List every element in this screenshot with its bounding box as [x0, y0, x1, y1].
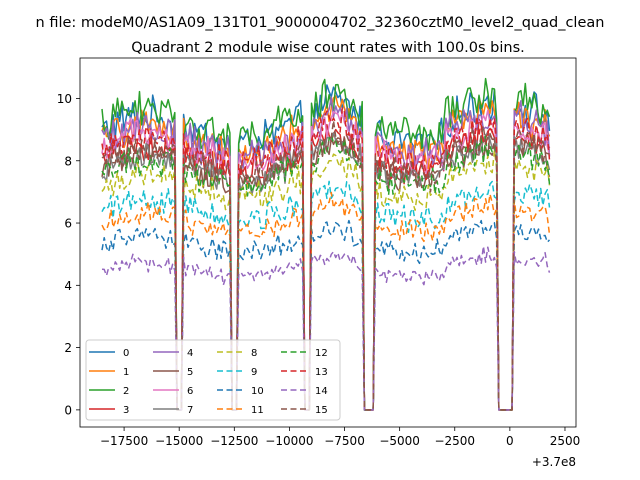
x-tick-label: 2500 [550, 434, 581, 448]
legend-label: 0 [123, 348, 129, 359]
x-tick-label: −5000 [379, 434, 420, 448]
legend-label: 8 [251, 348, 257, 359]
y-tick-label: 6 [64, 217, 72, 231]
legend-label: 3 [123, 405, 129, 416]
series-line-8 [101, 149, 551, 411]
x-tick-label: −12500 [210, 434, 258, 448]
legend-label: 2 [123, 386, 129, 397]
y-tick-label: 4 [64, 279, 72, 293]
y-tick-label: 0 [64, 403, 72, 417]
x-tick-label: −7500 [324, 434, 365, 448]
chart-title: Quadrant 2 module wise count rates with … [131, 40, 525, 56]
legend-label: 10 [251, 386, 264, 397]
x-tick-label: −10000 [265, 434, 313, 448]
x-tick-label: 0 [506, 434, 514, 448]
x-axis: −17500 −15000 −12500 −10000 −7500 −5000 −2500 0… [100, 427, 580, 448]
legend-label: 12 [315, 348, 328, 359]
legend-label: 13 [315, 367, 328, 378]
legend-label: 7 [187, 405, 193, 416]
legend-label: 11 [251, 405, 264, 416]
y-tick-label: 8 [64, 154, 72, 168]
legend-box [85, 339, 341, 421]
x-offset-label: +3.7e8 [532, 455, 576, 469]
legend-label: 1 [123, 367, 129, 378]
legend-label: 5 [187, 367, 193, 378]
series-line-10 [101, 219, 551, 411]
legend-label: 4 [187, 348, 193, 359]
x-tick-label: −15000 [155, 434, 203, 448]
y-axis: 0 2 4 6 8 10 [57, 92, 80, 417]
legend-label: 6 [187, 386, 193, 397]
figure-suptitle: n file: modeM0/AS1A09_131T01_9000004702_… [36, 15, 605, 31]
y-tick-label: 2 [64, 341, 72, 355]
axes-frame [79, 57, 577, 428]
legend-label: 14 [315, 386, 328, 397]
y-tick-label: 10 [57, 92, 72, 106]
x-tick-label: −2500 [434, 434, 475, 448]
series-line-15 [101, 119, 550, 411]
legend-label: 15 [315, 405, 328, 416]
x-tick-label: −17500 [100, 434, 148, 448]
series-line-13 [101, 107, 551, 411]
legend-label: 9 [251, 367, 257, 378]
